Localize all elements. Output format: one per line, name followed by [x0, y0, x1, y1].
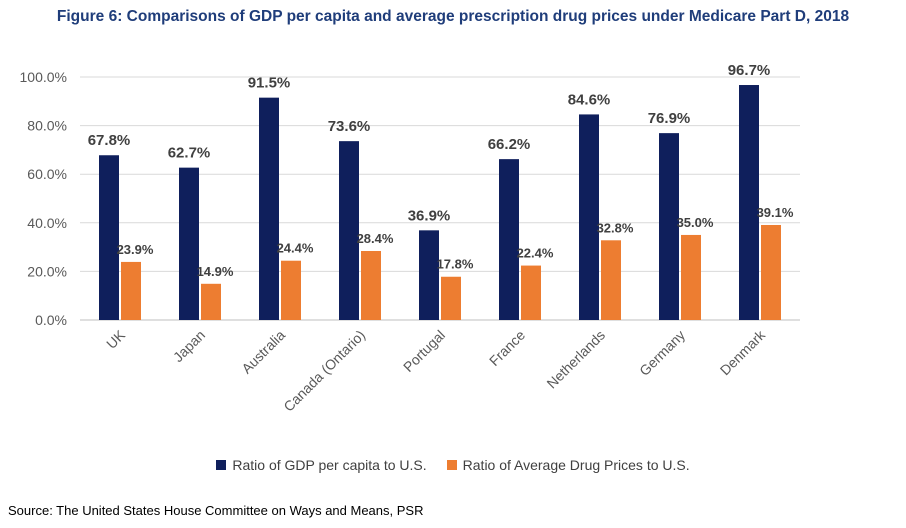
data-label: 73.6% [328, 118, 371, 135]
x-tick-label: France [486, 327, 528, 369]
bar-drug-prices [681, 234, 701, 320]
y-tick-label: 60.0% [27, 166, 67, 182]
bar-gdp [659, 133, 679, 320]
bar-gdp [259, 97, 279, 320]
y-tick-label: 40.0% [27, 215, 67, 231]
data-label: 76.9% [648, 110, 691, 127]
bar-gdp [579, 114, 599, 320]
data-label: 62.7% [168, 145, 211, 162]
data-label: 22.4% [517, 246, 554, 261]
x-tick-label: Australia [238, 327, 288, 377]
legend-label-gdp: Ratio of GDP per capita to U.S. [232, 457, 427, 473]
bar-drug-prices [201, 283, 221, 320]
x-tick-label: Canada (Ontario) [280, 327, 368, 415]
y-tick-label: 80.0% [27, 118, 67, 134]
bar-drug-prices [521, 265, 541, 320]
data-label: 67.8% [88, 132, 131, 149]
bar-drug-prices [601, 240, 621, 320]
bar-drug-prices [761, 224, 781, 320]
source-note: Source: The United States House Committe… [8, 503, 424, 518]
bar-gdp [99, 155, 119, 320]
bar-gdp [499, 159, 519, 320]
legend-label-drug-prices: Ratio of Average Drug Prices to U.S. [462, 457, 690, 473]
x-tick-label: Denmark [717, 326, 769, 378]
data-label: 24.4% [277, 241, 314, 256]
data-label: 14.9% [197, 264, 234, 279]
data-label: 66.2% [488, 136, 531, 153]
y-tick-label: 20.0% [27, 263, 67, 279]
y-tick-label: 0.0% [35, 312, 67, 328]
x-tick-label: Portugal [400, 327, 448, 375]
y-tick-label: 100.0% [20, 69, 67, 85]
data-label: 23.9% [117, 242, 154, 257]
legend-item-gdp: Ratio of GDP per capita to U.S. [216, 457, 427, 473]
data-label: 91.5% [248, 75, 291, 92]
legend-swatch-drug-prices [446, 460, 457, 470]
bar-drug-prices [441, 276, 461, 320]
legend-swatch-gdp [216, 460, 227, 470]
legend-item-drug-prices: Ratio of Average Drug Prices to U.S. [446, 457, 690, 473]
bar-drug-prices [121, 261, 141, 320]
data-label: 28.4% [357, 231, 394, 246]
data-label: 39.1% [757, 205, 794, 220]
x-tick-label: Japan [170, 327, 208, 365]
bar-gdp [419, 230, 439, 320]
x-tick-label: Netherlands [543, 327, 608, 392]
bar-drug-prices [361, 250, 381, 320]
x-tick-label: Germany [636, 327, 688, 379]
data-label: 17.8% [437, 257, 474, 272]
bar-gdp [739, 85, 759, 320]
data-label: 84.6% [568, 91, 611, 108]
data-label: 96.7% [728, 62, 771, 79]
legend: Ratio of GDP per capita to U.S. Ratio of… [0, 457, 906, 473]
x-tick-label: UK [103, 326, 129, 352]
bar-drug-prices [281, 260, 301, 320]
chart-title: Figure 6: Comparisons of GDP per capita … [56, 8, 850, 25]
data-label: 35.0% [677, 215, 714, 230]
data-label: 32.8% [597, 220, 634, 235]
bar-gdp [179, 167, 199, 320]
data-label: 36.9% [408, 207, 451, 224]
bar-gdp [339, 141, 359, 320]
